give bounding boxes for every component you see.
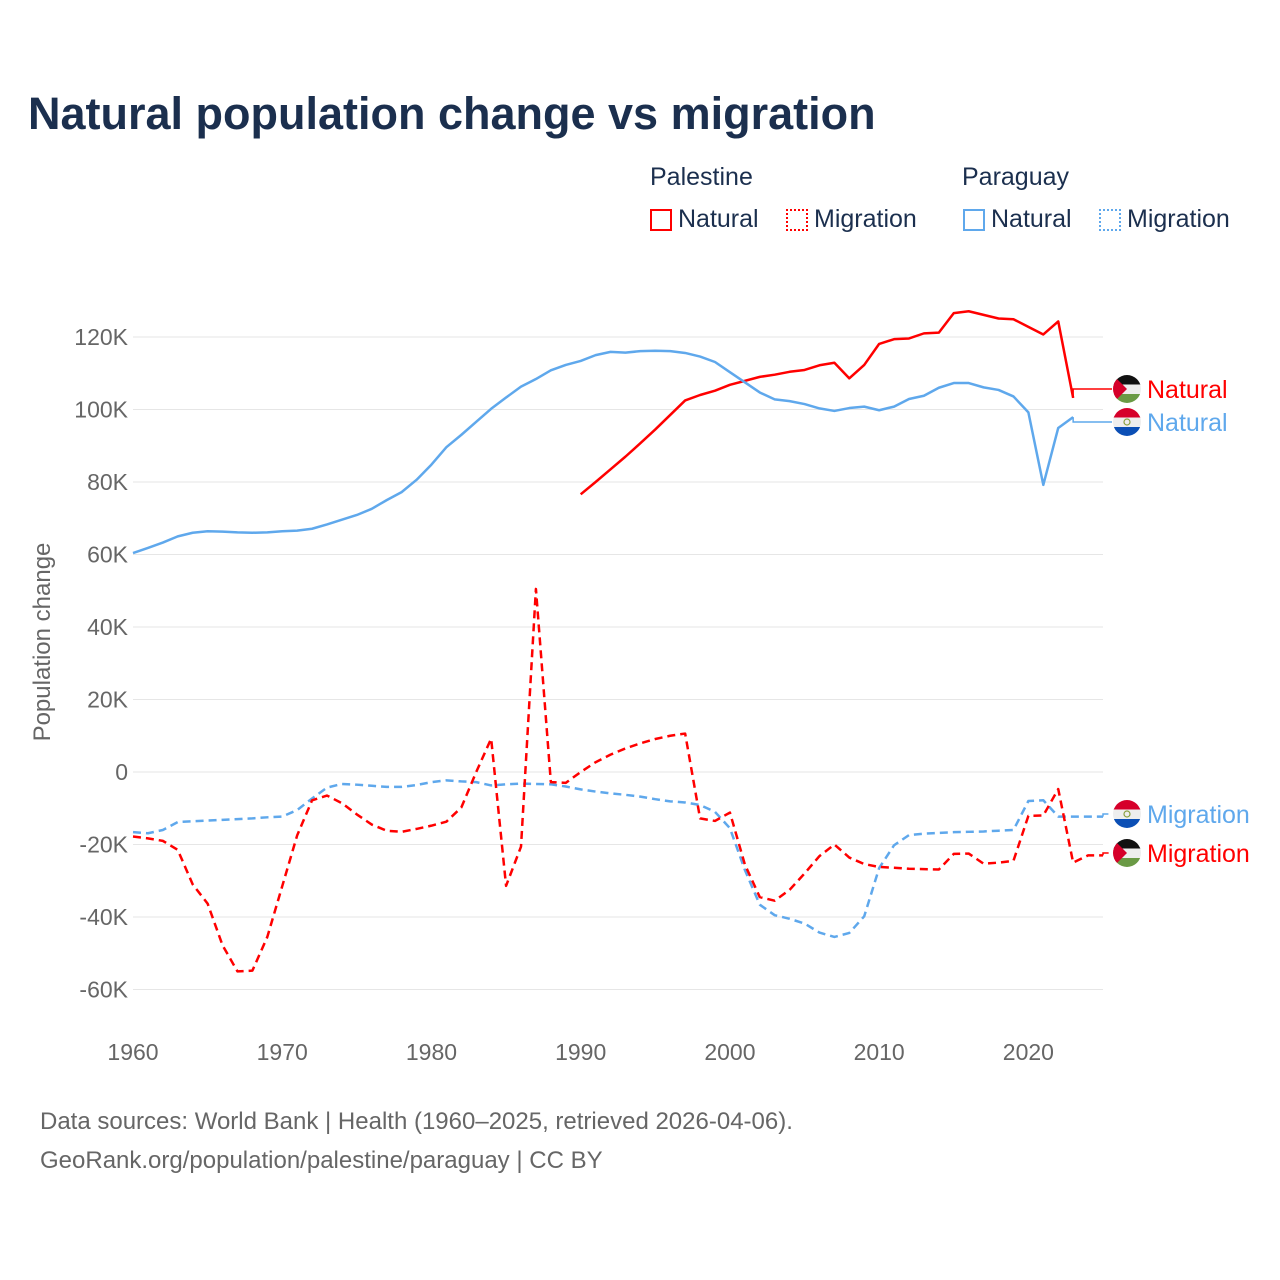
palestine-flag-icon <box>1113 375 1141 403</box>
x-tick-label: 1990 <box>555 1039 606 1065</box>
series-end-label: Migration <box>1147 840 1250 868</box>
legend-label: Natural <box>991 205 1072 233</box>
flag-stripe <box>1113 800 1141 810</box>
flag-body <box>1113 800 1141 828</box>
series-end-label: Natural <box>1147 376 1228 404</box>
chart-title: Natural population change vs migration <box>28 88 876 139</box>
paraguay-flag-icon <box>1113 408 1141 436</box>
legend-paraguay-migration[interactable]: Migration <box>1099 205 1230 234</box>
legend-palestine-natural[interactable]: Natural <box>650 205 759 234</box>
x-tick-label: 2000 <box>704 1039 755 1065</box>
y-tick-label: 60K <box>87 542 129 568</box>
flag-body <box>1113 375 1141 403</box>
flag-emblem <box>1123 810 1131 818</box>
x-tick-label: 1970 <box>257 1039 308 1065</box>
flag-stripe <box>1113 858 1141 867</box>
legend-swatch-solid <box>650 208 672 231</box>
flag-stripe <box>1113 848 1141 858</box>
legend-label: Natural <box>678 205 759 233</box>
label-connector <box>1072 417 1112 423</box>
y-tick-label: -40K <box>79 904 128 930</box>
series-line-paraguay-natural <box>132 349 1074 555</box>
y-tick-label: 0 <box>115 759 128 785</box>
series-line-palestine-natural <box>579 310 1075 496</box>
flag-body <box>1113 408 1141 436</box>
y-tick-label: -20K <box>79 832 128 858</box>
flag-stripe <box>1113 417 1141 427</box>
x-tick-label: 1960 <box>107 1039 158 1065</box>
legend-label: Migration <box>1127 205 1230 233</box>
flag-body <box>1113 839 1141 867</box>
y-tick-label: 100K <box>74 397 128 423</box>
legend-paraguay-natural[interactable]: Natural <box>963 205 1072 234</box>
series-end-label: Migration <box>1147 801 1250 829</box>
legend-swatch-dotted <box>786 208 808 231</box>
label-connector <box>1072 388 1112 398</box>
flag-stripe <box>1113 408 1141 418</box>
x-tick-label: 1980 <box>406 1039 457 1065</box>
legend-swatch-solid <box>963 208 985 231</box>
footer-sources: Data sources: World Bank | Health (1960–… <box>40 1108 793 1135</box>
flag-stripe <box>1113 394 1141 403</box>
footer-link[interactable]: GeoRank.org/population/palestine/paragua… <box>40 1147 603 1174</box>
legend-group-palestine: Palestine <box>650 163 753 191</box>
y-tick-label: 20K <box>87 687 129 713</box>
series-end-label: Natural <box>1147 409 1228 437</box>
flag-stripe <box>1113 819 1141 828</box>
flag-stripe <box>1113 384 1141 394</box>
label-connector <box>1102 852 1112 856</box>
x-tick-label: 2020 <box>1003 1039 1054 1065</box>
y-axis-label: Population change <box>29 543 56 742</box>
legend-palestine-migration[interactable]: Migration <box>786 205 917 234</box>
legend-group-paraguay: Paraguay <box>962 163 1070 191</box>
series-line-paraguay-migration <box>132 779 1103 939</box>
flag-emblem <box>1123 418 1131 426</box>
palestine-flag-icon <box>1113 839 1141 867</box>
y-tick-label: 120K <box>74 324 128 350</box>
flag-stripe <box>1113 839 1141 849</box>
series-line-palestine-migration <box>132 587 1103 973</box>
flag-stripe <box>1113 809 1141 819</box>
flag-triangle <box>1113 839 1127 867</box>
y-tick-label: 40K <box>87 614 129 640</box>
legend-label: Migration <box>814 205 917 233</box>
flag-stripe <box>1113 427 1141 436</box>
label-connector <box>1102 813 1112 817</box>
y-tick-label: 80K <box>87 469 129 495</box>
x-tick-label: 2010 <box>854 1039 905 1065</box>
flag-stripe <box>1113 375 1141 385</box>
paraguay-flag-icon <box>1113 800 1141 828</box>
flag-triangle <box>1113 375 1127 403</box>
legend-swatch-dotted <box>1099 208 1121 231</box>
y-tick-label: -60K <box>79 977 128 1003</box>
